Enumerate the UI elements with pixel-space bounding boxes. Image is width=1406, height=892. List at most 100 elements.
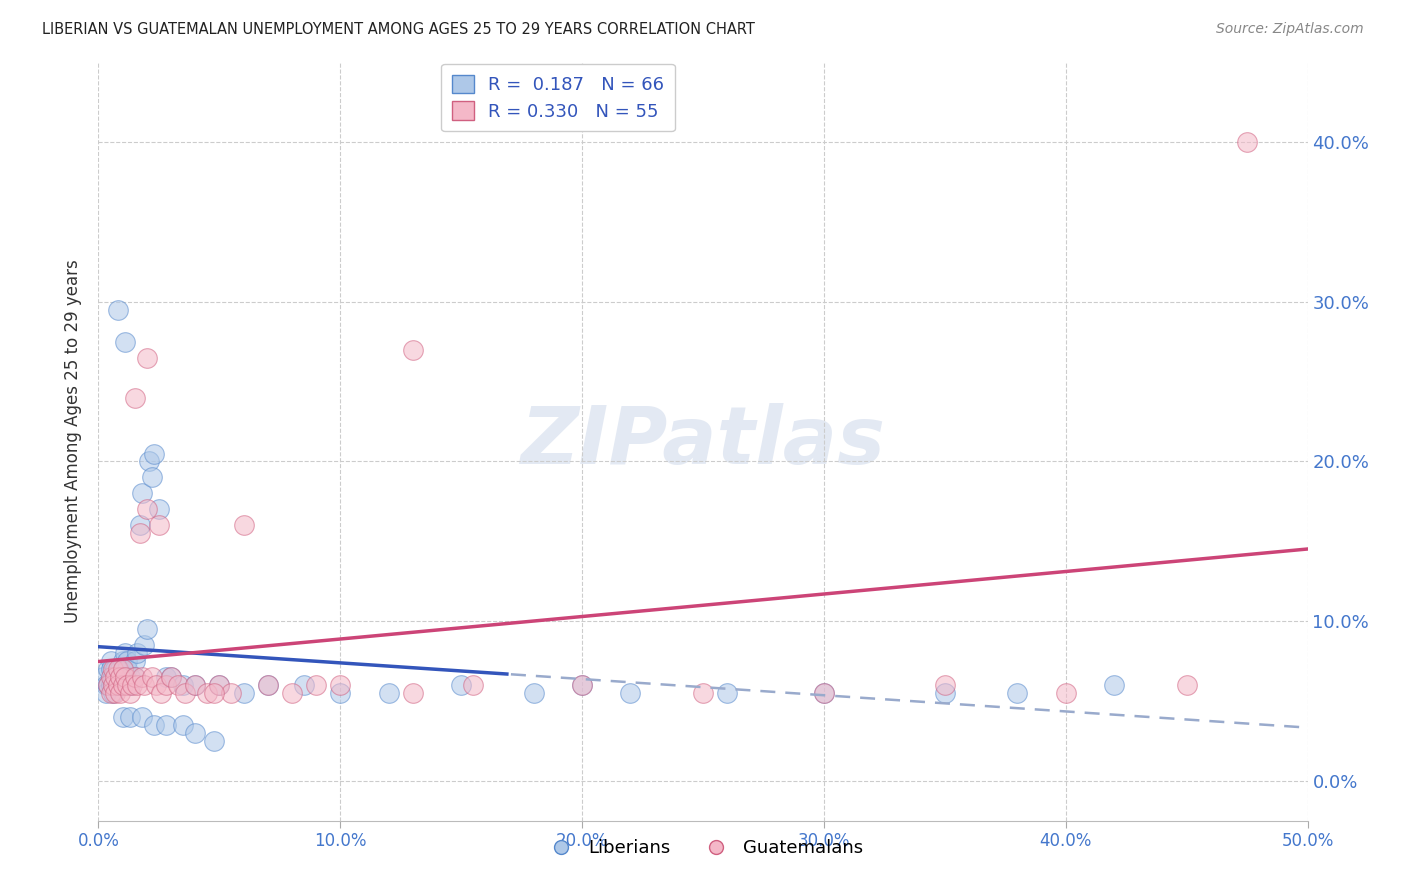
Point [124,654,146,668]
Point [523,686,546,700]
Point [108,670,131,684]
Point [1054,686,1077,700]
Point [124,670,146,684]
Point [111,710,134,724]
Point [571,678,593,692]
Point [208,678,231,692]
Point [131,670,153,684]
Point [101,678,124,692]
Point [104,670,127,684]
Point [111,662,134,676]
Point [143,446,166,460]
Point [117,654,139,668]
Point [232,686,254,700]
Point [1007,686,1029,700]
Point [167,678,190,692]
Point [100,662,122,676]
Point [329,678,352,692]
Point [934,686,956,700]
Point [184,726,207,740]
Point [143,718,166,732]
Point [118,710,141,724]
Point [174,686,197,700]
Point [141,470,163,484]
Point [1236,135,1258,149]
Point [135,351,157,365]
Point [138,454,160,468]
Point [127,678,149,692]
Point [101,662,124,676]
Point [101,686,124,700]
Point [127,646,149,660]
Point [377,686,399,700]
Point [160,670,183,684]
Point [124,670,146,684]
Point [128,518,150,533]
Point [97,678,120,692]
Point [107,662,129,676]
Point [135,502,157,516]
Point [111,662,134,676]
Point [111,670,134,684]
Point [101,678,124,692]
Point [813,686,835,700]
Point [91,670,114,684]
Point [111,678,134,692]
Point [118,678,141,692]
Point [256,678,278,692]
Point [450,678,472,692]
Point [155,718,177,732]
Point [100,670,122,684]
Point [128,526,150,541]
Point [281,686,304,700]
Point [305,678,328,692]
Point [114,670,136,684]
Point [172,678,194,692]
Point [108,662,131,676]
Point [571,678,593,692]
Point [716,686,738,700]
Point [121,678,143,692]
Point [221,686,243,700]
Point [124,391,146,405]
Point [100,678,122,692]
Point [114,334,136,349]
Point [155,678,177,692]
Point [94,678,117,692]
Legend: Liberians, Guatemalans: Liberians, Guatemalans [536,832,870,864]
Point [108,678,131,692]
Point [148,502,170,516]
Point [204,686,226,700]
Text: Source: ZipAtlas.com: Source: ZipAtlas.com [1216,22,1364,37]
Point [107,670,129,684]
Point [118,686,141,700]
Y-axis label: Unemployment Among Ages 25 to 29 years: Unemployment Among Ages 25 to 29 years [65,260,83,624]
Point [108,686,131,700]
Point [148,518,170,533]
Point [104,678,127,692]
Point [104,686,127,700]
Point [150,686,173,700]
Point [100,686,122,700]
Point [813,686,835,700]
Point [107,678,129,692]
Point [402,343,425,357]
Point [134,638,156,652]
Point [97,662,120,676]
Point [94,686,117,700]
Point [107,678,129,692]
Point [117,662,139,676]
Text: ZIPatlas: ZIPatlas [520,402,886,481]
Point [184,678,207,692]
Point [934,678,956,692]
Point [195,686,218,700]
Text: LIBERIAN VS GUATEMALAN UNEMPLOYMENT AMONG AGES 25 TO 29 YEARS CORRELATION CHART: LIBERIAN VS GUATEMALAN UNEMPLOYMENT AMON… [42,22,755,37]
Point [114,646,136,660]
Point [117,678,139,692]
Point [141,670,163,684]
Point [329,686,352,700]
Point [107,302,129,317]
Point [292,678,315,692]
Point [160,670,183,684]
Point [104,662,127,676]
